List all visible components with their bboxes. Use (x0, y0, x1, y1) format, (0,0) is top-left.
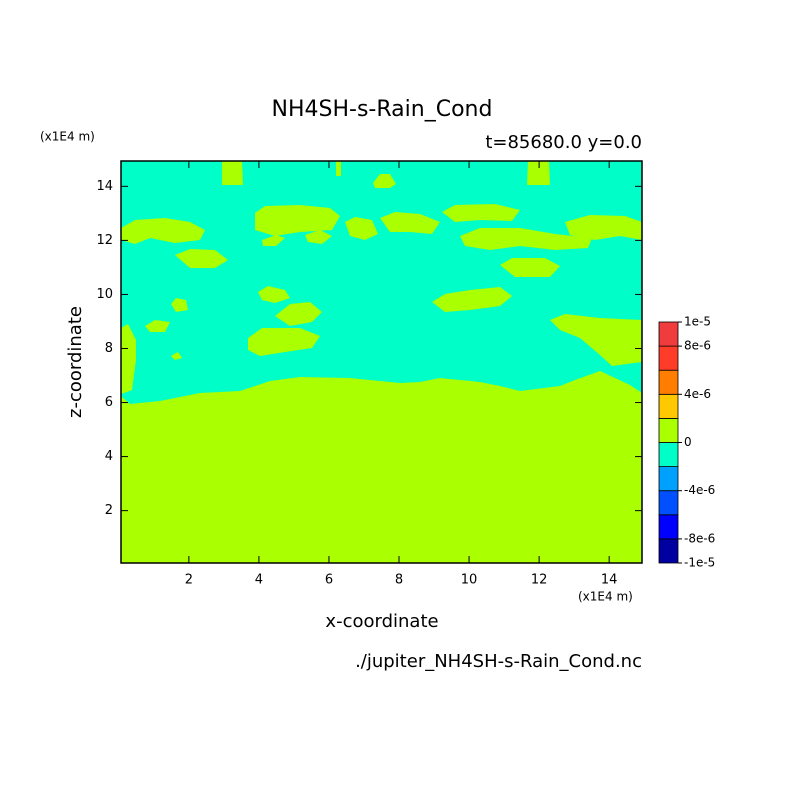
contour-fill (432, 287, 512, 312)
contour-fill (262, 235, 285, 246)
contour-fill (171, 298, 188, 312)
x-tick-label: 10 (461, 573, 478, 588)
x-tick-label: 6 (325, 573, 333, 588)
contour-fill (275, 302, 322, 326)
y-unit: (x1E4 m) (40, 130, 95, 144)
colorbar-label: -8e-6 (684, 531, 715, 545)
contour-fill (258, 286, 290, 303)
y-tick-label: 2 (105, 503, 113, 518)
contour-fill (442, 204, 520, 222)
y-axis-label: z-coordinate (65, 306, 86, 418)
chart-subtitle: t=85680.0 y=0.0 (485, 132, 642, 153)
colorbar-label: 8e-6 (684, 339, 711, 353)
contour-fill (145, 320, 170, 332)
colorbar-segment (658, 514, 679, 540)
contour-fill (121, 324, 136, 394)
x-tick-label: 4 (255, 573, 263, 588)
colorbar-label: 4e-6 (684, 387, 711, 401)
x-tick-label: 2 (185, 573, 193, 588)
y-tick-label: 4 (105, 449, 113, 464)
contour-fill (336, 161, 341, 176)
x-tick-label: 12 (531, 573, 548, 588)
contour-fill (565, 215, 642, 240)
y-tick-label: 6 (105, 395, 113, 410)
y-tick-label: 10 (96, 287, 113, 302)
colorbar-label: 1e-5 (684, 315, 711, 329)
contour-fill (500, 258, 560, 277)
y-tick-label: 14 (96, 179, 113, 194)
x-tick-label: 8 (395, 573, 403, 588)
source-file: ./jupiter_NH4SH-s-Rain_Cond.nc (355, 651, 642, 672)
colorbar-segment (658, 345, 679, 371)
colorbar-segment (658, 442, 679, 468)
x-axis-label: x-coordinate (325, 611, 438, 632)
contour-fill (121, 161, 642, 404)
contour-fill (255, 205, 340, 236)
plot-frame (120, 160, 643, 564)
colorbar-segment (658, 538, 679, 564)
colorbar-label: 0 (684, 435, 692, 449)
colorbar-segment (658, 490, 679, 516)
contour-fill (527, 161, 550, 185)
contour-fill (380, 212, 440, 234)
contour-fill (345, 217, 378, 240)
colorbar-segment (658, 393, 679, 419)
y-tick-label: 8 (105, 341, 113, 356)
colorbar-segment (658, 417, 679, 443)
colorbar-segment (658, 321, 679, 347)
colorbar-label: -1e-5 (684, 556, 715, 570)
contour-fill (550, 314, 642, 366)
colorbar-segment (658, 466, 679, 492)
colorbar-label: -4e-6 (684, 483, 715, 497)
x-tick-label: 14 (601, 573, 618, 588)
y-tick-label: 12 (96, 233, 113, 248)
chart-title: NH4SH-s-Rain_Cond (272, 97, 493, 122)
contour-fill (248, 328, 320, 356)
contour-fill (121, 218, 205, 244)
contour-fill (171, 352, 182, 360)
contour-fill (222, 161, 243, 185)
contour-fill (373, 174, 396, 188)
contour-fill (460, 228, 592, 250)
contour-fill (175, 249, 228, 268)
colorbar-segment (658, 369, 679, 395)
contour-fill (305, 230, 332, 244)
x-unit: (x1E4 m) (578, 590, 633, 604)
